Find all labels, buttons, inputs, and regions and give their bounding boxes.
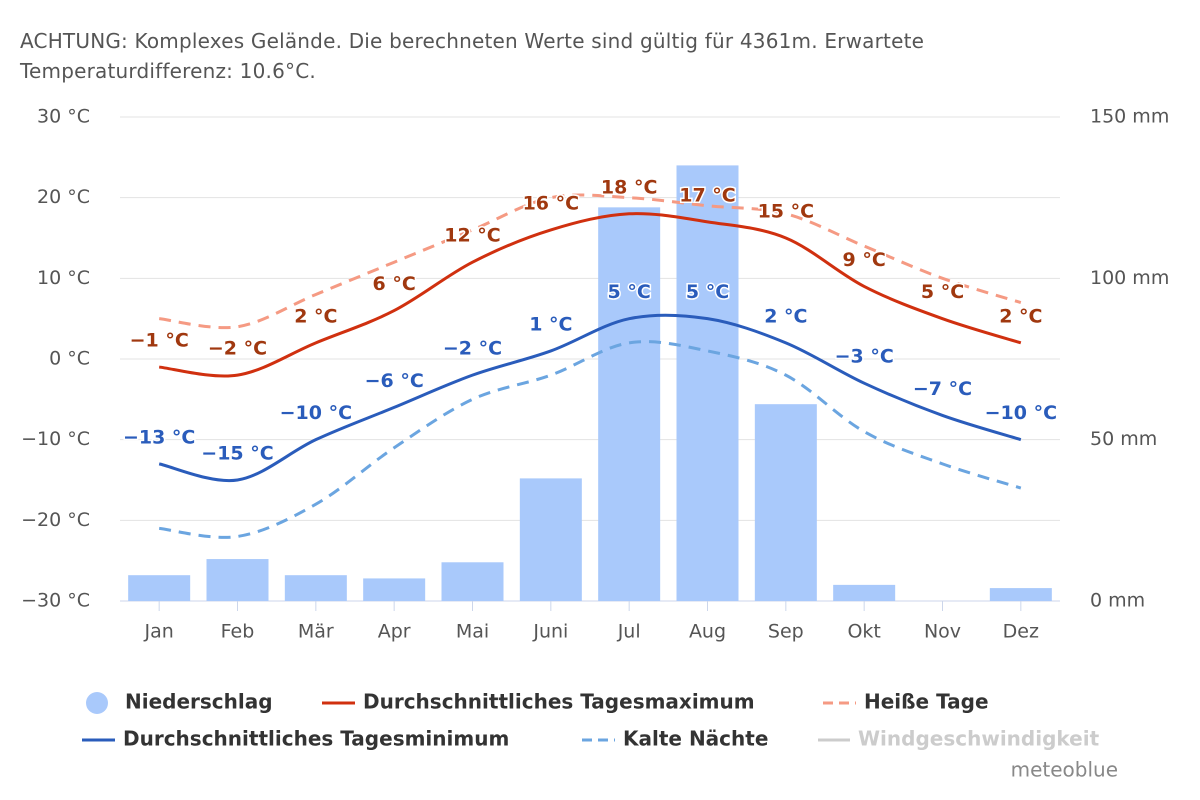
data-label: −13 °C xyxy=(123,426,195,448)
legend-label: Durchschnittliches Tagesmaximum xyxy=(363,690,755,714)
bar xyxy=(284,575,347,601)
y-tick-label: 0 °C xyxy=(49,348,90,370)
data-label: 5 °C xyxy=(608,281,651,303)
y2-tick-label: 0 mm xyxy=(1090,590,1145,612)
data-label: −15 °C xyxy=(201,443,273,465)
data-label: 6 °C xyxy=(373,273,416,295)
bar xyxy=(754,404,817,601)
bar xyxy=(128,575,191,601)
x-tick-label: Jan xyxy=(144,621,174,643)
x-tick-label: Feb xyxy=(221,621,255,643)
data-label: 2 °C xyxy=(294,305,337,327)
data-label: 9 °C xyxy=(843,249,886,271)
bar xyxy=(989,588,1052,601)
credit: meteoblue xyxy=(1011,758,1118,782)
y2-tick-label: 50 mm xyxy=(1090,428,1157,450)
bar xyxy=(441,562,504,601)
bar xyxy=(363,578,426,601)
bar xyxy=(206,559,269,601)
dashed-line xyxy=(158,340,1022,539)
y2-tick-label: 100 mm xyxy=(1090,267,1169,289)
y-tick-label: −10 °C xyxy=(21,428,90,450)
legend-label: Kalte Nächte xyxy=(623,727,768,751)
y-tick-label: 20 °C xyxy=(37,186,90,208)
x-tick-label: Mär xyxy=(298,621,334,643)
line xyxy=(158,212,1022,378)
data-label: −2 °C xyxy=(443,338,502,360)
data-label: −3 °C xyxy=(835,346,894,368)
bar xyxy=(833,584,896,601)
data-label: 12 °C xyxy=(444,225,501,247)
data-label: −6 °C xyxy=(365,370,424,392)
legend-swatch xyxy=(86,692,108,714)
data-label: −2 °C xyxy=(208,338,267,360)
data-label: 1 °C xyxy=(529,313,572,335)
legend-label: Windgeschwindigkeit xyxy=(858,727,1100,751)
chart-title: ACHTUNG: Komplexes Gelände. Die berechne… xyxy=(20,29,925,83)
data-label: −10 °C xyxy=(985,402,1057,424)
data-label: 2 °C xyxy=(999,305,1042,327)
legend-label: Niederschlag xyxy=(125,690,273,714)
x-tick-label: Sep xyxy=(768,621,804,643)
x-tick-label: Jul xyxy=(617,621,641,643)
x-tick-label: Aug xyxy=(689,621,726,643)
bar xyxy=(519,478,582,601)
y-tick-label: 10 °C xyxy=(37,267,90,289)
x-tick-label: Juni xyxy=(532,621,568,643)
x-tick-label: Dez xyxy=(1003,621,1039,643)
y-tick-label: 30 °C xyxy=(37,106,90,128)
x-tick-label: Mai xyxy=(456,621,489,643)
data-label: 5 °C xyxy=(921,281,964,303)
data-label: 15 °C xyxy=(758,201,815,223)
data-label: 16 °C xyxy=(523,192,580,214)
x-tick-label: Nov xyxy=(924,621,961,643)
x-tick-label: Okt xyxy=(847,621,880,643)
bar xyxy=(598,207,661,601)
legend-label: Durchschnittliches Tagesminimum xyxy=(123,727,509,751)
data-label: −7 °C xyxy=(913,378,972,400)
dashed-line xyxy=(158,193,1022,330)
data-label: 18 °C xyxy=(601,176,658,198)
legend-label: Heiße Tage xyxy=(864,690,989,714)
bar xyxy=(676,165,739,601)
data-label: 17 °C xyxy=(679,184,736,206)
data-label: −10 °C xyxy=(280,402,352,424)
x-tick-label: Apr xyxy=(378,621,411,643)
line xyxy=(158,313,1022,483)
y-tick-label: −20 °C xyxy=(21,509,90,531)
y2-tick-label: 150 mm xyxy=(1090,106,1169,128)
data-label: −1 °C xyxy=(130,330,189,352)
data-label: 5 °C xyxy=(686,281,729,303)
y-tick-label: −30 °C xyxy=(21,590,90,612)
data-label: 2 °C xyxy=(764,305,807,327)
